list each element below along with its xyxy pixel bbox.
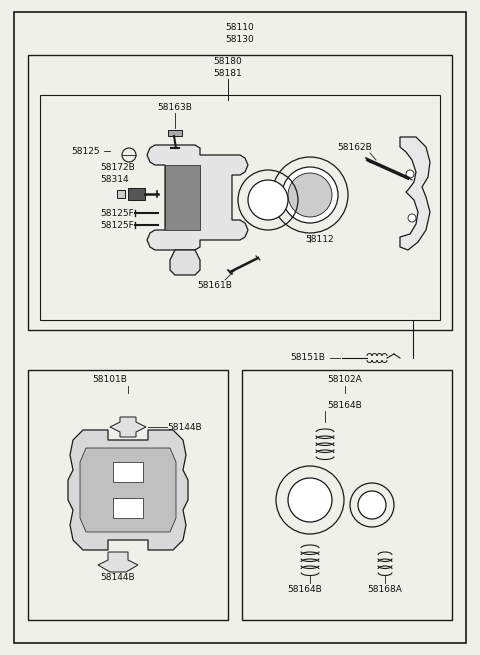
Text: 58163B: 58163B — [157, 102, 192, 111]
Polygon shape — [110, 417, 146, 437]
Polygon shape — [147, 145, 248, 250]
Circle shape — [288, 478, 332, 522]
Text: 58181: 58181 — [214, 69, 242, 79]
Text: 58125F: 58125F — [100, 221, 134, 229]
Polygon shape — [113, 462, 143, 482]
Text: 58144B: 58144B — [168, 422, 202, 432]
Text: 58172B: 58172B — [100, 164, 135, 172]
Text: 58164B: 58164B — [288, 586, 323, 595]
Polygon shape — [113, 498, 143, 518]
Text: 58130: 58130 — [226, 35, 254, 45]
Polygon shape — [98, 552, 138, 572]
Polygon shape — [68, 430, 188, 550]
Polygon shape — [400, 137, 430, 250]
Circle shape — [282, 167, 338, 223]
Text: 58151B: 58151B — [290, 354, 325, 362]
Text: 58168A: 58168A — [368, 586, 402, 595]
Polygon shape — [170, 250, 200, 275]
Text: 58180: 58180 — [214, 58, 242, 67]
Text: 58110: 58110 — [226, 24, 254, 33]
Polygon shape — [168, 130, 182, 136]
Text: 58102A: 58102A — [328, 375, 362, 384]
Text: 58112: 58112 — [306, 236, 334, 244]
Circle shape — [406, 170, 414, 178]
Text: 58125F: 58125F — [100, 208, 134, 217]
Text: 58144B: 58144B — [101, 574, 135, 582]
Text: 58101B: 58101B — [93, 375, 127, 384]
Polygon shape — [117, 190, 125, 198]
Text: 58314: 58314 — [100, 176, 129, 185]
Polygon shape — [128, 188, 145, 200]
Circle shape — [358, 491, 386, 519]
Circle shape — [248, 180, 288, 220]
Text: 58161B: 58161B — [198, 280, 232, 290]
Polygon shape — [80, 448, 176, 532]
Text: 58125: 58125 — [72, 147, 100, 155]
Text: 58162B: 58162B — [337, 143, 372, 153]
Polygon shape — [165, 165, 200, 230]
Circle shape — [288, 173, 332, 217]
Circle shape — [408, 214, 416, 222]
Text: 58164B: 58164B — [328, 400, 362, 409]
